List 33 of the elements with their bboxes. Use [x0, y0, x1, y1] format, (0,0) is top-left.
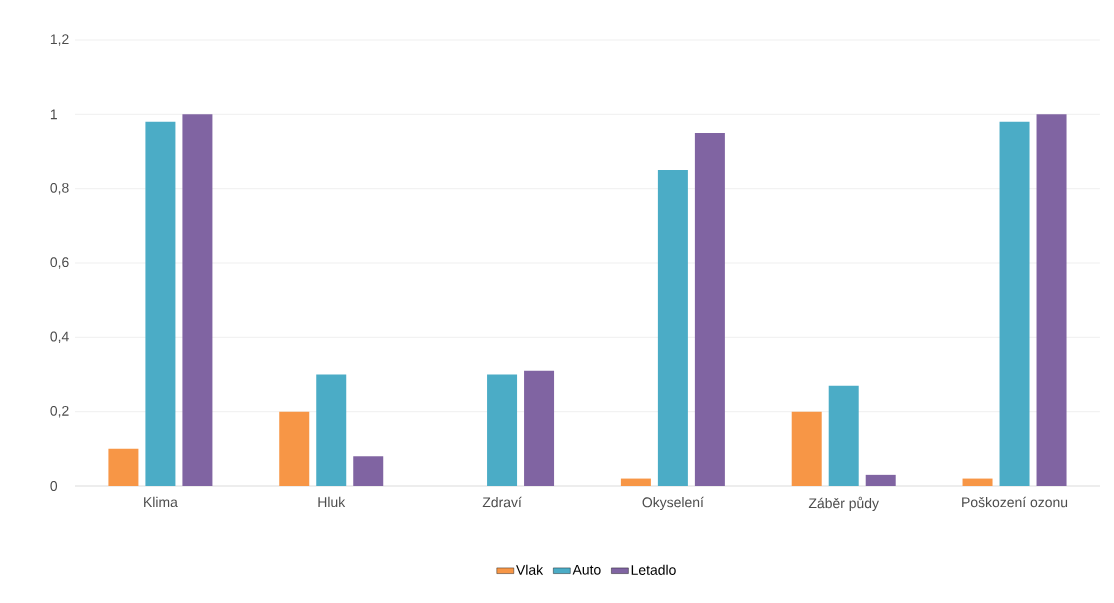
bar	[865, 474, 896, 486]
bar	[145, 121, 176, 486]
y-tick-label: 1,2	[50, 34, 69, 46]
x-tick-label: Okyselení	[642, 496, 704, 511]
bar	[657, 170, 688, 486]
bar	[279, 411, 310, 486]
y-tick-label: 1	[50, 109, 57, 120]
bar	[316, 374, 347, 486]
y-tick-label: 0,2	[50, 405, 69, 418]
y-tick-label: 0,4	[50, 331, 69, 344]
bar	[791, 411, 822, 486]
bar	[962, 478, 993, 486]
bar	[108, 448, 139, 486]
x-tick-label: Zdraví	[482, 496, 522, 508]
x-tick-label: Klima	[144, 496, 178, 508]
legend-label: Auto	[572, 564, 601, 575]
bar	[620, 478, 651, 486]
bar	[182, 114, 213, 486]
x-tick-label: Poškození ozonu	[962, 496, 1068, 508]
x-tick-label: Záběr půdy	[808, 496, 879, 511]
bar	[999, 121, 1030, 486]
bar	[1036, 114, 1067, 486]
y-tick-label: 0	[50, 481, 58, 491]
legend-label: Vlak	[516, 564, 544, 575]
y-tick-label: 0,6	[50, 257, 69, 269]
y-tick-label: 0,8	[50, 182, 69, 195]
bar	[487, 374, 518, 486]
bar	[828, 385, 859, 486]
legend-label: Letadlo	[631, 564, 676, 575]
bar	[353, 456, 384, 486]
bar	[524, 370, 555, 486]
bar	[694, 132, 725, 486]
x-tick-label: Hluk	[318, 496, 346, 508]
